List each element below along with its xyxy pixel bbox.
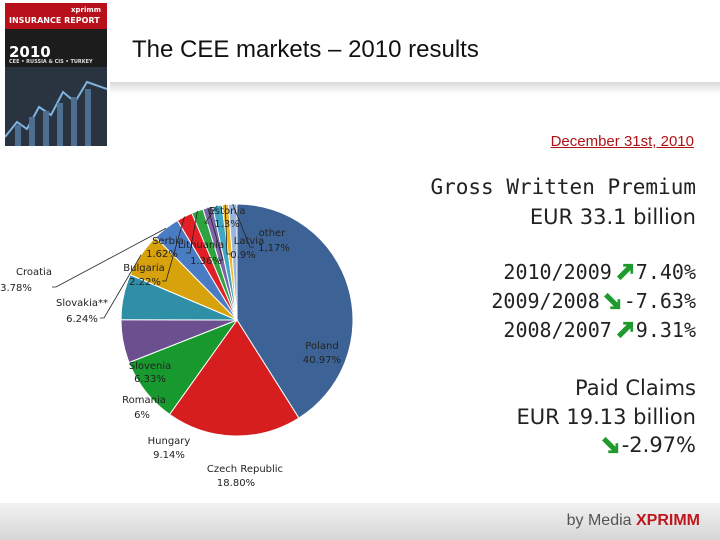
leader-line bbox=[162, 216, 185, 282]
growth-row: 2008/2007 9.31% bbox=[503, 318, 696, 344]
title-divider bbox=[110, 82, 720, 94]
slice-value-label: 18.80% bbox=[217, 478, 255, 489]
growth-period: 2010/2009 bbox=[503, 260, 612, 284]
footer-bar bbox=[0, 503, 720, 540]
leader-line bbox=[204, 205, 218, 224]
arrow-up-icon bbox=[616, 263, 633, 281]
growth-value: 7.40% bbox=[635, 260, 696, 284]
paid-claims-label: Paid Claims bbox=[574, 376, 696, 400]
cover-title: INSURANCE REPORT bbox=[9, 16, 100, 25]
slice-value-label: 1.36% bbox=[190, 256, 222, 267]
report-cover-image: xprimm INSURANCE REPORT 2010 CEE • RUSSI… bbox=[5, 3, 107, 146]
market-share-pie-chart: Poland 40.97% Czech Republic 18.80% Hungary 9… bbox=[0, 150, 400, 500]
pie-chart-svg: Poland 40.97% Czech Republic 18.80% Hungary 9… bbox=[0, 203, 354, 489]
slice-label: Czech Republic bbox=[207, 464, 283, 475]
arrow-down-icon bbox=[601, 436, 618, 454]
pie-slice-poland bbox=[236, 203, 354, 419]
footer-by: by Media bbox=[566, 512, 636, 529]
leader-line bbox=[224, 204, 231, 255]
cover-graphic bbox=[5, 67, 107, 146]
slice-label: Croatia bbox=[16, 267, 52, 278]
paid-claims-value: EUR 19.13 billion bbox=[516, 405, 696, 429]
growth-period: 2009/2008 bbox=[491, 289, 600, 313]
leader-line bbox=[207, 207, 224, 261]
leader-line bbox=[52, 227, 167, 288]
slice-label: other bbox=[259, 228, 287, 239]
slice-value-label: 1,17% bbox=[258, 243, 290, 254]
slice-label: Bulgaria bbox=[123, 263, 164, 274]
slice-value-label: 0.9% bbox=[230, 250, 255, 261]
growth-row: 2010/2009 7.40% bbox=[503, 260, 696, 286]
slice-label: Estonia bbox=[209, 206, 246, 217]
slice-value-label: 6.33% bbox=[134, 374, 166, 385]
slice-label: Romania bbox=[122, 395, 166, 406]
growth-value: 9.31% bbox=[635, 318, 696, 342]
gwp-value: EUR 33.1 billion bbox=[529, 205, 696, 229]
slice-label: Hungary bbox=[148, 436, 191, 447]
slice-label: Serbia bbox=[152, 236, 184, 247]
cover-subtitle: CEE • RUSSIA & CIS • TURKEY bbox=[9, 59, 93, 65]
slice-label: Poland bbox=[305, 341, 338, 352]
slice-value-label: 2.22% bbox=[129, 277, 161, 288]
leader-line bbox=[186, 210, 198, 254]
report-date: December 31st, 2010 bbox=[550, 133, 694, 150]
pie-slice-czech-republic bbox=[168, 319, 300, 437]
gwp-label: Gross Written Premium bbox=[430, 175, 696, 199]
slice-value-label: 40.97% bbox=[303, 355, 341, 366]
slice-value-label: 6% bbox=[134, 410, 150, 421]
slice-label: Lithuania bbox=[178, 240, 224, 251]
cover-header-band bbox=[5, 3, 107, 29]
paid-claims-change-value: -2.97% bbox=[621, 433, 696, 457]
slice-value-label: 1.3% bbox=[214, 219, 239, 230]
growth-period: 2008/2007 bbox=[503, 318, 612, 342]
slice-label: Latvia bbox=[234, 236, 264, 247]
cover-year: 2010 bbox=[9, 43, 51, 61]
slice-value-label: 9.14% bbox=[153, 450, 185, 461]
arrow-down-icon bbox=[603, 292, 620, 310]
arrow-up-icon bbox=[616, 321, 633, 339]
leader-line bbox=[232, 203, 254, 248]
leader-line bbox=[100, 254, 142, 319]
growth-row: 2009/2008 -7.63% bbox=[491, 289, 696, 315]
footer-logo: by Media XPRIMM bbox=[567, 512, 700, 530]
slice-label: Slovenia bbox=[129, 361, 172, 372]
cover-brand: xprimm bbox=[71, 6, 101, 14]
slice-label: Slovakia** bbox=[56, 298, 108, 309]
paid-claims-change: -2.97% bbox=[598, 433, 696, 457]
slice-value-label: 1.62% bbox=[146, 249, 178, 260]
footer-brand: XPRIMM bbox=[636, 512, 700, 529]
slice-value-label: 6.24% bbox=[66, 314, 98, 325]
slice-value-label: 3.78% bbox=[0, 283, 32, 294]
growth-value: -7.63% bbox=[623, 289, 696, 313]
slide-title: The CEE markets – 2010 results bbox=[132, 36, 479, 63]
